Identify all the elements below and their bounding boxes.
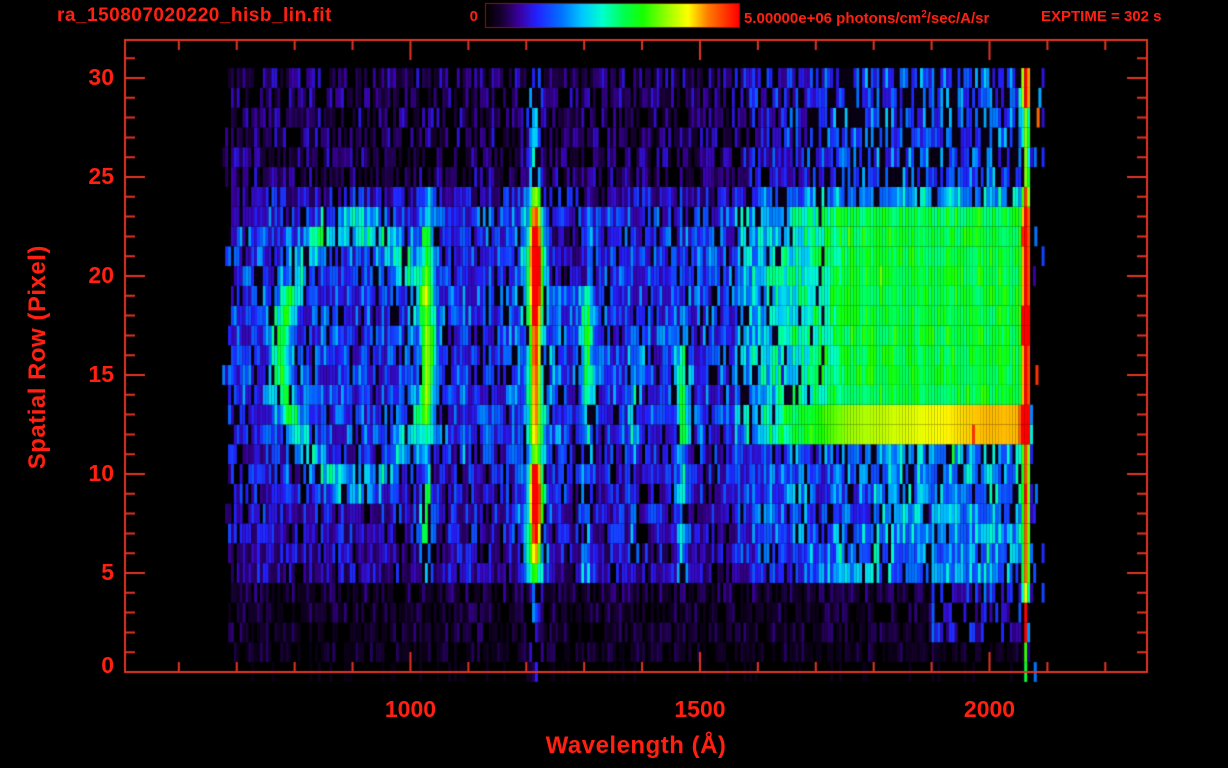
x-axis-label: Wavelength (Å)	[545, 732, 727, 759]
colorbar-max-label: 5.00000e+06 photons/cm2/sec/A/sr	[744, 9, 989, 28]
x-tick-label: 1000	[384, 696, 437, 722]
colorbar-max-value: 5.00000e+06 photons/cm	[744, 10, 922, 27]
y-tick-label: 15	[88, 361, 114, 387]
y-tick-label: 0	[101, 652, 114, 678]
colorbar-units-superscript: 2	[921, 9, 927, 20]
y-tick-label: 20	[88, 262, 114, 288]
x-tick-label: 1500	[674, 696, 726, 722]
y-tick-label: 30	[88, 64, 114, 90]
x-tick-label: 2000	[963, 696, 1016, 722]
colorbar-units-suffix: /sec/A/sr	[926, 10, 990, 27]
y-tick-label: 10	[88, 460, 114, 486]
exptime-label: EXPTIME = 302 s	[1041, 8, 1162, 25]
colorbar-min-label: 0	[469, 8, 478, 25]
page-title: ra_150807020220_hisb_lin.fit	[57, 5, 332, 26]
y-axis-label: Spatial Row (Pixel)	[23, 245, 51, 470]
y-tick-label: 5	[101, 559, 114, 585]
y-tick-label: 25	[88, 163, 114, 189]
